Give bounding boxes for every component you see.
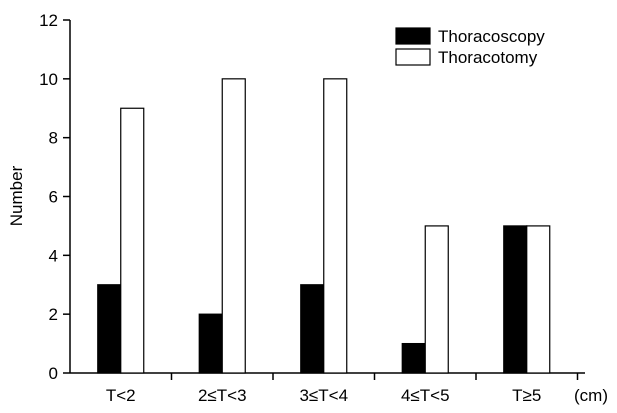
x-tick-label: 4≤T<5 xyxy=(401,386,450,405)
x-ticks-group: T<2 2≤T<3 3≤T<4 4≤T<5 T≥5 xyxy=(106,373,579,405)
bar-thoracotomy xyxy=(221,78,246,374)
legend-label-thoracotomy: Thoracotomy xyxy=(438,48,538,67)
x-tick-label: 2≤T<3 xyxy=(198,386,247,405)
bar-thoracoscopy xyxy=(97,284,122,374)
y-tick-label: 8 xyxy=(49,129,58,148)
legend: Thoracoscopy Thoracotomy xyxy=(395,27,545,67)
legend-swatch-thoracotomy xyxy=(395,48,431,66)
bar-thoracotomy xyxy=(323,78,348,374)
x-unit-label: (cm) xyxy=(574,386,608,405)
bar-thoracoscopy xyxy=(503,225,528,374)
x-tick-label: T<2 xyxy=(106,386,136,405)
bar-thoracoscopy xyxy=(300,284,325,374)
y-tick-label: 10 xyxy=(39,70,58,89)
y-tick-label: 6 xyxy=(49,188,58,207)
x-tick-label: T≥5 xyxy=(512,386,541,405)
y-tick-label: 0 xyxy=(49,364,58,383)
bar-thoracoscopy xyxy=(198,313,223,374)
y-ticks-group: 0 2 4 6 8 10 12 xyxy=(39,11,70,383)
y-axis-label: Number xyxy=(7,165,26,226)
bars-group xyxy=(97,78,551,374)
bar-thoracotomy xyxy=(120,107,145,374)
y-tick-label: 12 xyxy=(39,11,58,30)
y-tick-label: 4 xyxy=(49,246,58,265)
y-tick-label: 2 xyxy=(49,305,58,324)
bar-thoracotomy xyxy=(526,225,551,374)
bar-thoracoscopy xyxy=(401,342,426,374)
legend-swatch-thoracoscopy xyxy=(395,27,431,45)
legend-label-thoracoscopy: Thoracoscopy xyxy=(438,27,545,46)
x-tick-label: 3≤T<4 xyxy=(299,386,348,405)
bar-thoracotomy xyxy=(424,225,449,374)
